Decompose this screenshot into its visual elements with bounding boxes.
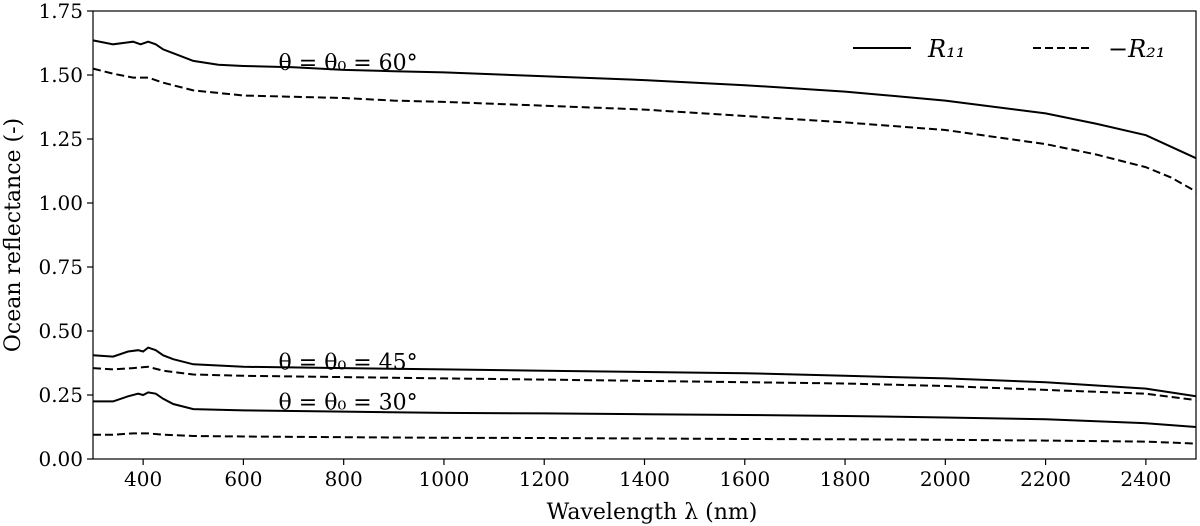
series-line-45deg-dashed	[92, 365, 1197, 402]
y-tick-label: 1.75	[38, 0, 83, 23]
annotation-label: θ = θ₀ = 60°	[279, 51, 418, 76]
x-tick-label: 800	[325, 467, 363, 491]
annotation-label: θ = θ₀ = 45°	[279, 351, 418, 376]
y-tick-label: 1.50	[38, 63, 83, 87]
x-tick-label: 600	[224, 467, 262, 491]
plot-frame	[92, 10, 1197, 460]
x-tick-label: 2000	[920, 467, 971, 491]
y-tick-label: 0.50	[38, 319, 83, 343]
annotations: θ = θ₀ = 60° θ = θ₀ = 45° θ = θ₀ = 30°	[279, 51, 418, 415]
series-line-45deg-solid	[92, 346, 1197, 398]
axes-layer: 400 600 800 1000 1200 1400 1600 1800 2000 2200 240…	[38, 0, 1197, 491]
x-axis-label: Wavelength λ (nm)	[547, 500, 758, 525]
legend-label: R₁₁	[927, 35, 965, 63]
series-line-60deg-solid	[92, 39, 1197, 160]
x-tick-label: 1400	[619, 467, 670, 491]
x-tick-label: 1800	[820, 467, 871, 491]
series-line-30deg-solid	[93, 391, 1197, 428]
series-line-60deg-dashed	[92, 67, 1197, 193]
y-tick-label: 0.25	[38, 383, 83, 407]
y-axis-label: Ocean reflectance (-)	[1, 118, 26, 352]
series-line-30deg-dashed	[93, 432, 1197, 445]
x-tick-label: 1000	[419, 467, 470, 491]
x-tick-label: 1600	[719, 467, 770, 491]
annotation-label: θ = θ₀ = 30°	[279, 390, 418, 415]
y-tick-label: 1.25	[38, 127, 83, 151]
y-tick-label: 1.00	[38, 191, 83, 215]
y-tick-label: 0.00	[38, 447, 83, 471]
y-tick-label: 0.75	[38, 255, 83, 279]
x-tick-label: 2200	[1020, 467, 1071, 491]
series-layer	[92, 39, 1197, 445]
legend: R₁₁ −R₂₁	[853, 35, 1165, 63]
x-tick-label: 2400	[1120, 467, 1171, 491]
legend-label: −R₂₁	[1108, 35, 1165, 63]
x-tick-label: 1200	[519, 467, 570, 491]
x-tick-label: 400	[124, 467, 162, 491]
